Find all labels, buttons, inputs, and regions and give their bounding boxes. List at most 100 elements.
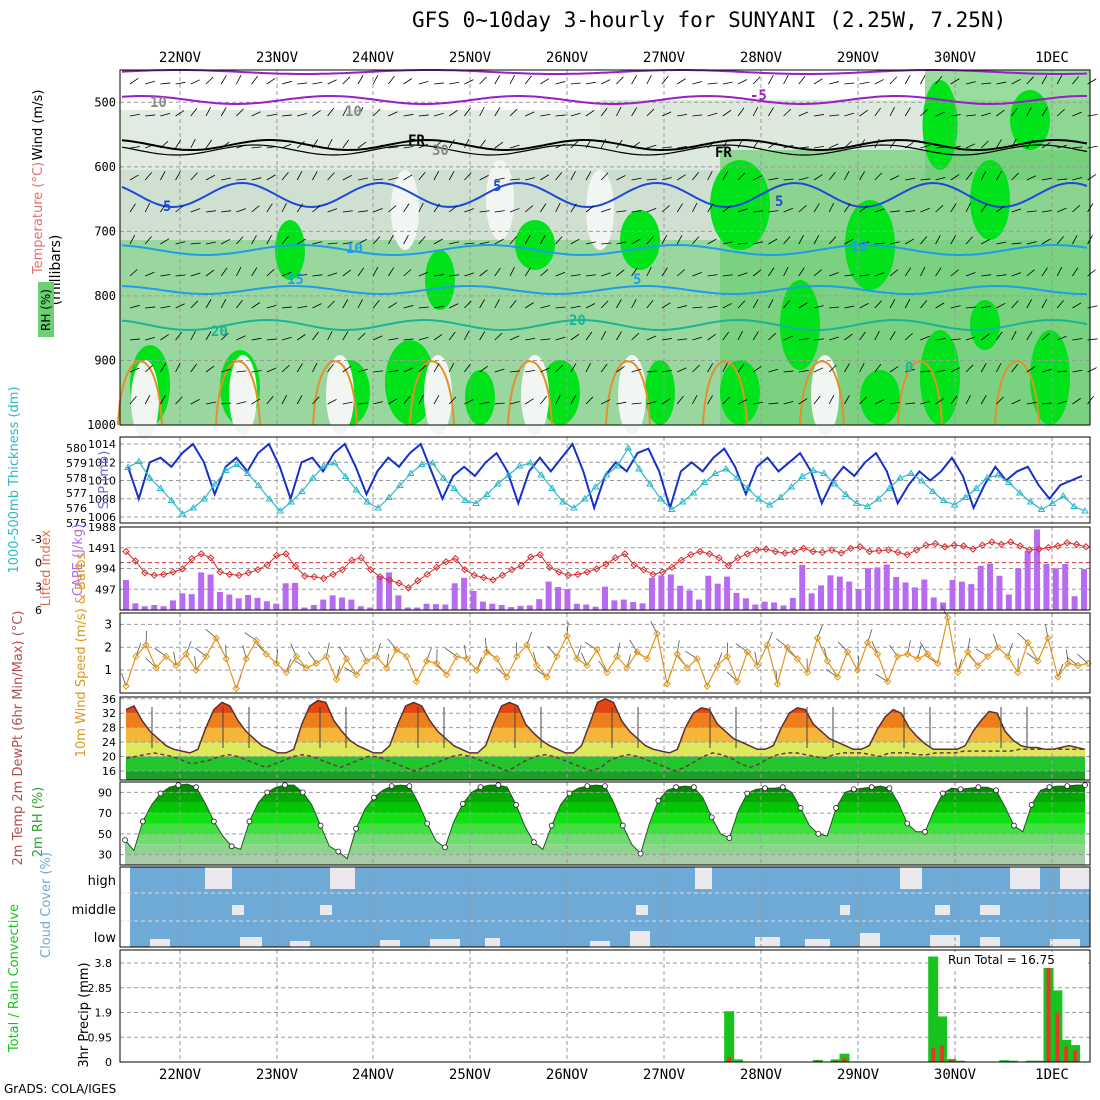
wind-barb	[935, 398, 945, 405]
date-label-bottom-3: 25NOV	[449, 1067, 492, 1083]
cape-bar	[827, 575, 834, 610]
precip-conv-bar	[1055, 1012, 1060, 1062]
cloud-frame	[119, 866, 1091, 948]
wind-barb	[296, 238, 307, 245]
cape-bar	[282, 583, 289, 610]
cape-bar	[292, 582, 299, 610]
wind-barb	[1072, 398, 1081, 405]
cape-bar	[639, 603, 646, 610]
wind-barb	[494, 177, 505, 181]
wind-barb	[160, 334, 169, 341]
cape-ytick-0: 497	[95, 583, 116, 596]
wind-barb	[555, 143, 565, 149]
thickness-marker	[167, 496, 176, 503]
rh-dry-cell-3	[424, 355, 452, 435]
wind-barb	[859, 171, 865, 181]
wind-barb	[464, 172, 472, 181]
rh-bright-patch-14	[922, 80, 958, 170]
wind-barb	[418, 114, 429, 117]
rh-marker	[388, 783, 395, 790]
wind-barb	[950, 269, 959, 277]
date-label-top-0: 22NOV	[159, 50, 202, 66]
wind-barb	[950, 78, 960, 85]
wind-barb	[737, 138, 743, 149]
wind-barb	[525, 111, 535, 117]
wind10-marker	[853, 666, 862, 674]
rh-marker	[690, 784, 697, 791]
wind-barb	[661, 302, 671, 309]
wind-barb	[373, 401, 383, 405]
wind-barb	[418, 271, 429, 277]
wind-barb	[205, 299, 212, 309]
rh-marker	[246, 818, 253, 825]
wind-barb	[555, 394, 561, 405]
wind-barb	[296, 363, 303, 373]
wind-barb	[1087, 174, 1097, 181]
cape-bar	[761, 601, 768, 610]
rh-marker	[1064, 783, 1071, 790]
wind-barb	[494, 368, 505, 373]
wind-barb	[433, 274, 444, 277]
wind-barb	[1072, 111, 1082, 117]
wind-barb	[950, 305, 961, 309]
wind10-marker	[422, 657, 431, 665]
wind-barb	[129, 203, 136, 213]
temp-contour-25-3	[409, 360, 455, 426]
cloud-mid-gap-1	[320, 905, 332, 915]
wind10-marker	[733, 677, 741, 686]
thickness-marker	[667, 505, 676, 512]
cape-frame	[119, 526, 1091, 611]
wind-barb	[144, 236, 152, 245]
cape-bar	[742, 598, 749, 610]
wind-barb	[935, 76, 943, 85]
wind-barb	[646, 266, 652, 277]
wind10-ytick-1: 2	[104, 640, 112, 654]
lifted-index-marker	[272, 551, 281, 560]
wind-barb	[190, 242, 201, 245]
wind10-marker	[1014, 668, 1022, 677]
wind-barb	[205, 269, 215, 277]
wind-barb	[752, 299, 759, 309]
thickness-marker	[885, 484, 894, 491]
precip-conv-bar	[1002, 1060, 1007, 1062]
lifted-index-marker	[884, 546, 893, 554]
wind-barb	[950, 235, 957, 245]
precip-total-bar	[937, 1016, 948, 1062]
wind-barb	[479, 139, 486, 149]
wind-barb	[616, 139, 623, 149]
wind-barb	[859, 331, 866, 341]
cloud-high-gap-4	[1010, 867, 1040, 889]
contour-label-1: 10	[345, 104, 362, 120]
wind-barb	[737, 79, 748, 85]
rh-marker	[317, 822, 324, 829]
thickness-marker	[841, 490, 850, 497]
temp-contour-minus5	[121, 94, 1087, 105]
wind10-marker	[893, 652, 902, 661]
wind-barb	[935, 338, 946, 341]
lifted-index-marker	[461, 565, 469, 574]
lifted-index-marker	[649, 570, 657, 579]
wind-barb	[1041, 333, 1050, 341]
rh-marker	[495, 782, 502, 789]
wind-barb	[464, 363, 471, 373]
wind-barb	[737, 242, 748, 245]
wind-barb	[844, 305, 855, 309]
wind-barb	[722, 303, 732, 309]
rh-marker	[797, 805, 804, 811]
cape-bar	[724, 576, 731, 610]
wind-barb	[190, 79, 201, 85]
wind-barb	[357, 107, 364, 117]
wind-barb	[266, 396, 274, 405]
wind-barb	[327, 300, 335, 309]
wind-barb	[783, 178, 794, 181]
wind-barb	[585, 205, 595, 213]
wind-barb	[524, 302, 534, 309]
wind-barb	[996, 205, 1005, 213]
wind-barb	[722, 139, 729, 149]
cape-bar	[310, 604, 317, 610]
cape-bar	[573, 603, 580, 610]
date-label-top-6: 28NOV	[740, 50, 783, 66]
wind-barb	[327, 330, 333, 341]
wind-barb	[418, 202, 424, 213]
cape-bar	[677, 585, 684, 610]
